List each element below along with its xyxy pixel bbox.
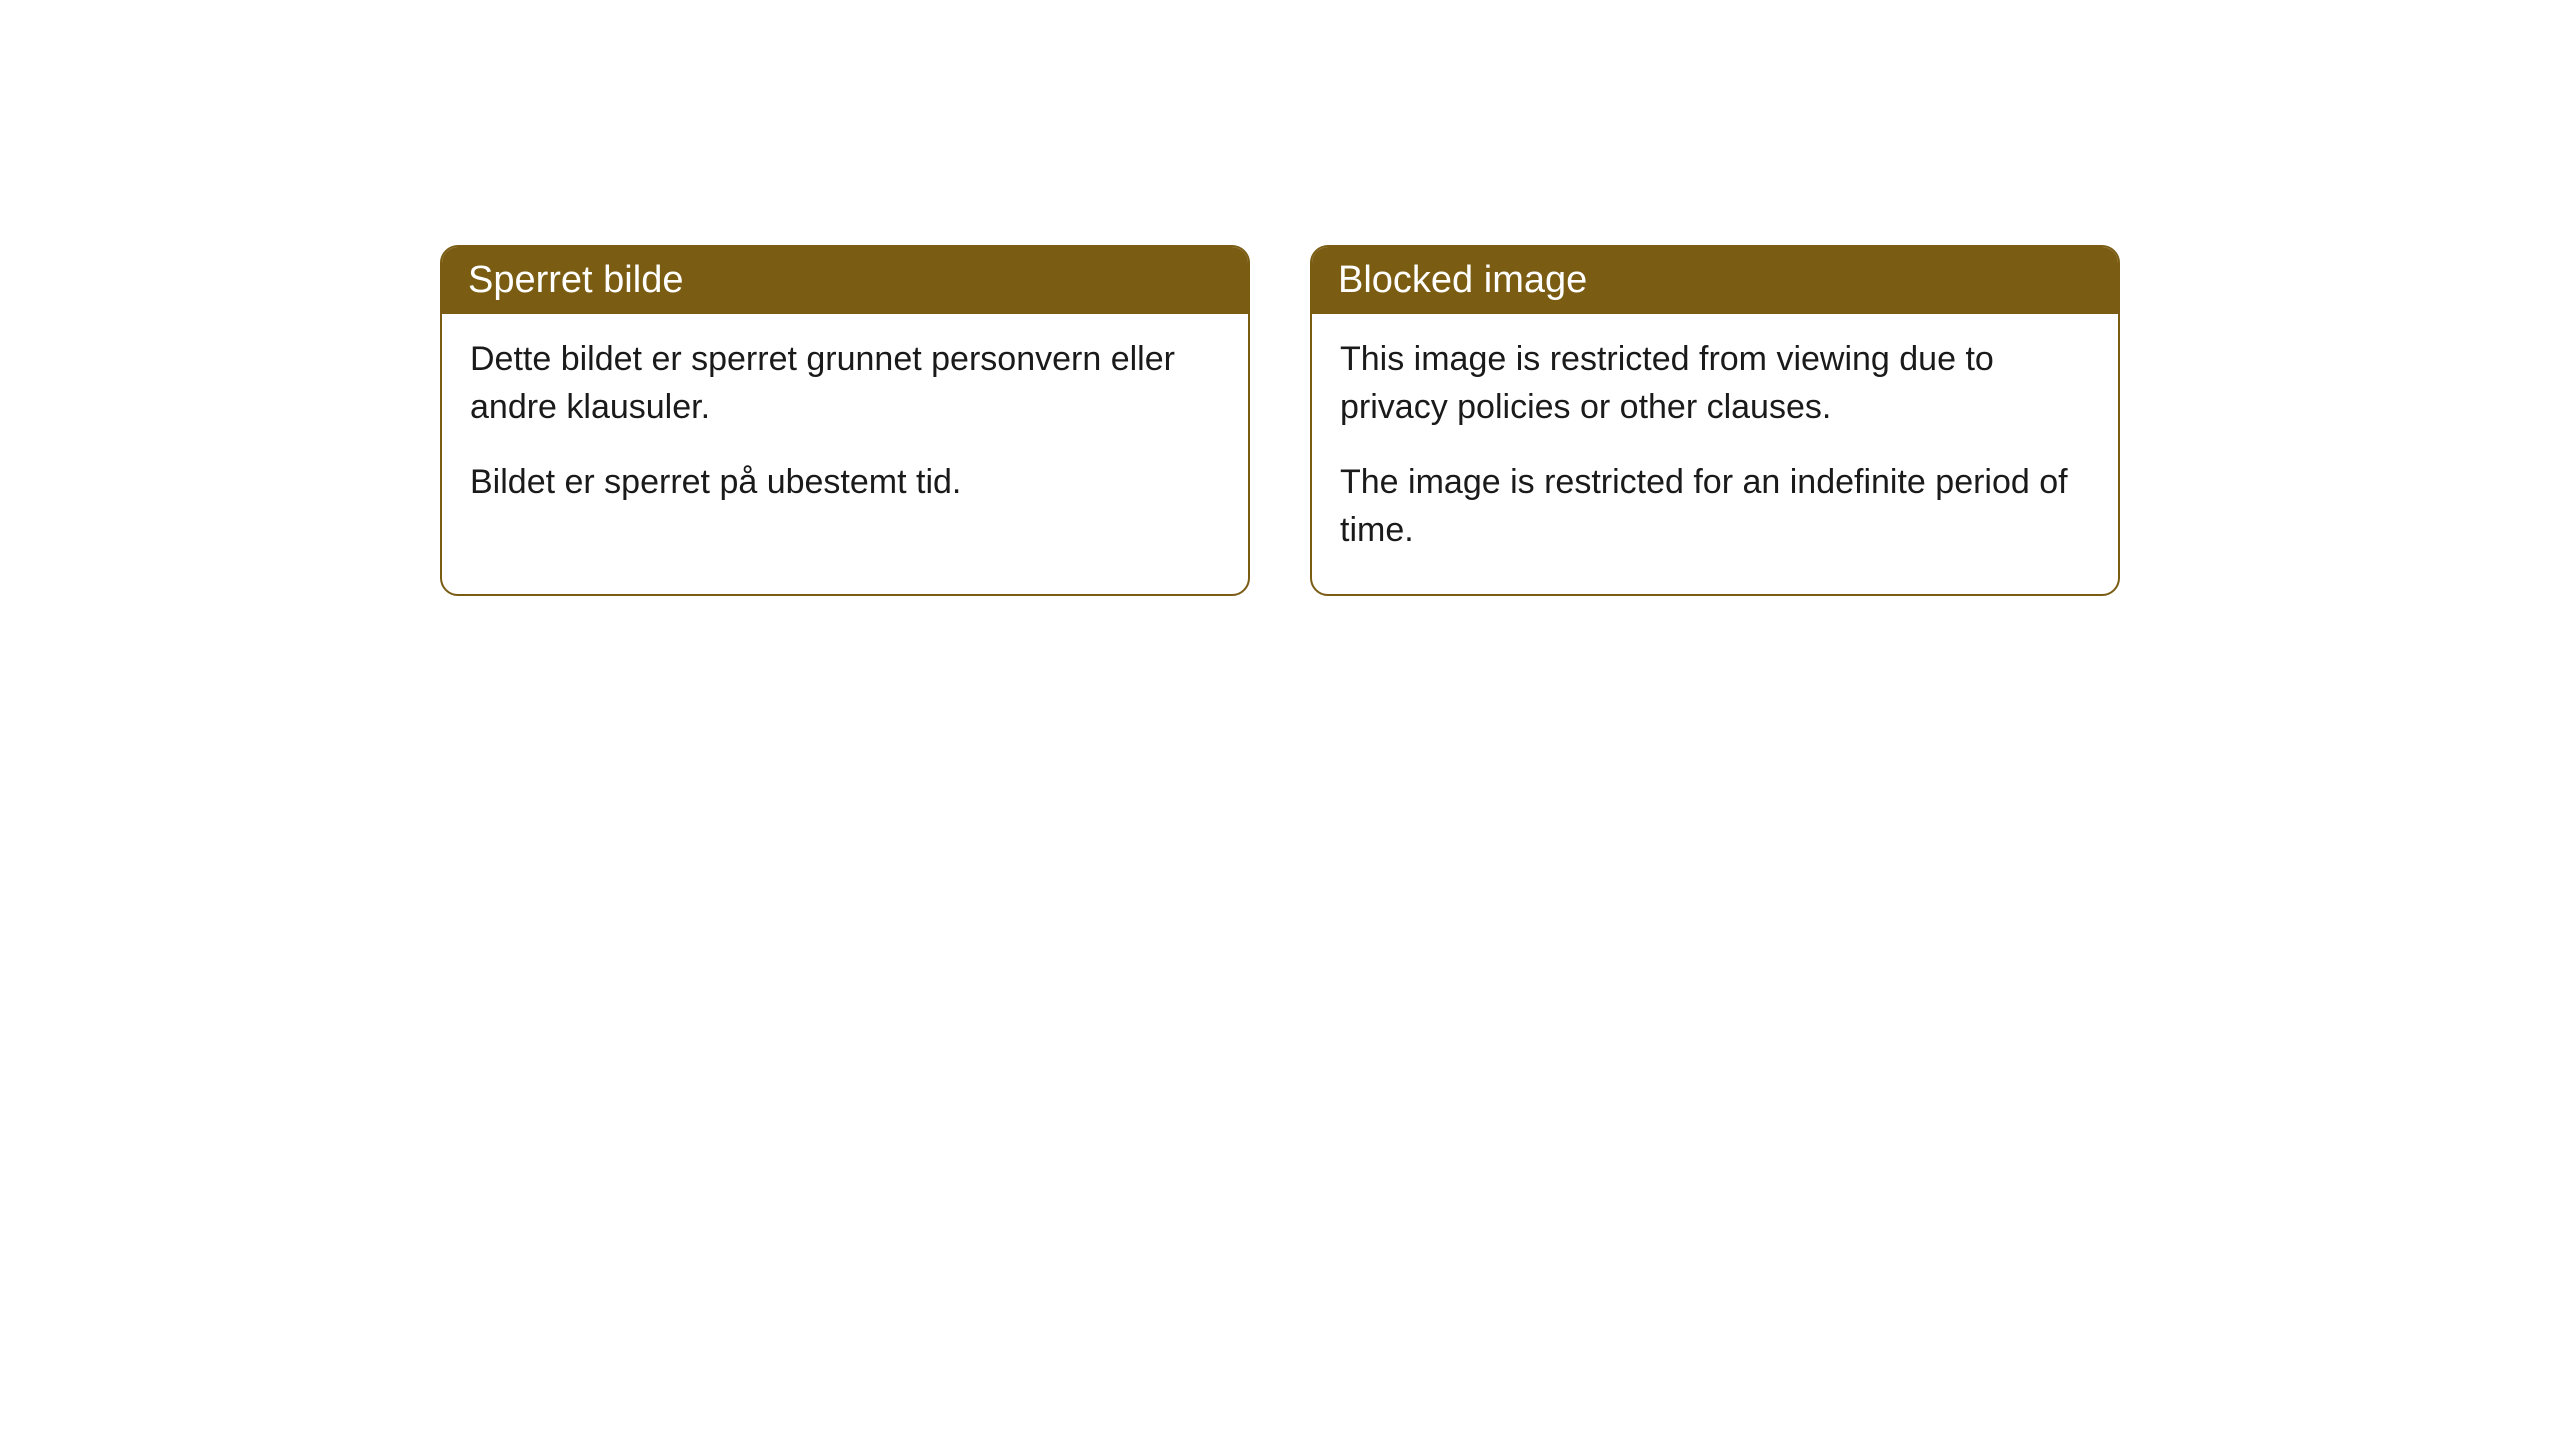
card-paragraph: Bildet er sperret på ubestemt tid. [470, 459, 1220, 507]
card-norwegian: Sperret bilde Dette bildet er sperret gr… [440, 245, 1250, 596]
card-paragraph: This image is restricted from viewing du… [1340, 336, 2090, 431]
card-title: Blocked image [1338, 259, 1587, 301]
card-title: Sperret bilde [468, 259, 683, 301]
cards-container: Sperret bilde Dette bildet er sperret gr… [440, 245, 2120, 596]
card-paragraph: Dette bildet er sperret grunnet personve… [470, 336, 1220, 431]
card-body: Dette bildet er sperret grunnet personve… [442, 314, 1248, 547]
card-body: This image is restricted from viewing du… [1312, 314, 2118, 594]
card-paragraph: The image is restricted for an indefinit… [1340, 459, 2090, 554]
card-header: Blocked image [1312, 247, 2118, 314]
card-header: Sperret bilde [442, 247, 1248, 314]
card-english: Blocked image This image is restricted f… [1310, 245, 2120, 596]
